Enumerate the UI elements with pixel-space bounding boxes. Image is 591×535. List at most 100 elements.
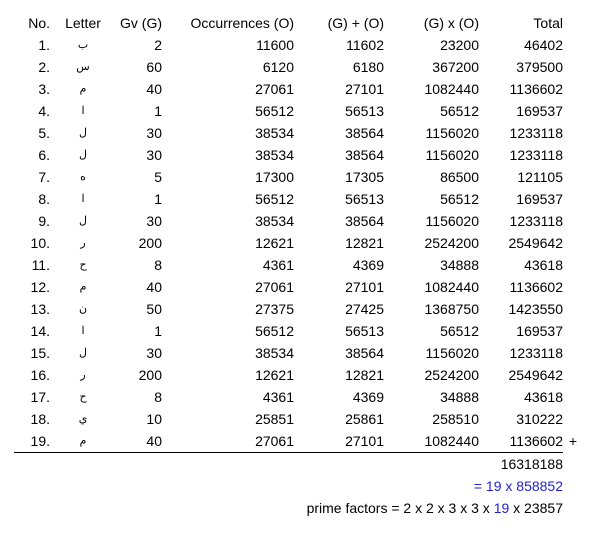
cell-occurrences: 12621 xyxy=(255,367,294,383)
cell-gv: 30 xyxy=(146,345,162,361)
header-letter: Letter xyxy=(65,15,101,31)
cell-sum: 38564 xyxy=(345,125,384,141)
cell-occurrences: 38534 xyxy=(255,147,294,163)
header-sum: (G) + (O) xyxy=(327,15,384,31)
letter-values-table: No. Letter Gv (G) Occurrences (O) (G) + … xyxy=(14,12,577,519)
table-row: 13. ن 50 27375 27425 1368750 1423550 xyxy=(14,298,563,320)
cell-product: 1156020 xyxy=(425,213,479,229)
cell-no: 2. xyxy=(38,59,50,75)
cell-letter: م xyxy=(79,435,87,447)
header-row: No. Letter Gv (G) Occurrences (O) (G) + … xyxy=(14,12,563,34)
cell-letter: ا xyxy=(81,193,85,205)
cell-gv: 200 xyxy=(138,235,162,251)
cell-total: 1136602 xyxy=(509,81,563,97)
cell-occurrences: 56512 xyxy=(255,191,294,207)
cell-total: 1136602 xyxy=(509,279,563,295)
cell-letter: ح xyxy=(79,391,87,403)
table-row: 14. ا 1 56512 56513 56512 169537 xyxy=(14,320,563,342)
cell-gv: 1 xyxy=(154,191,162,207)
cell-product: 1156020 xyxy=(425,345,479,361)
cell-total: 1233118 xyxy=(509,147,563,163)
cell-occurrences: 56512 xyxy=(255,323,294,339)
cell-sum: 38564 xyxy=(345,213,384,229)
cell-no: 11. xyxy=(31,257,50,273)
cell-total: 121105 xyxy=(517,169,563,185)
cell-no: 14. xyxy=(30,323,50,339)
cell-gv: 30 xyxy=(146,213,162,229)
division-row: = 19 x 858852 xyxy=(14,475,563,497)
division-result: = 19 x 858852 xyxy=(473,478,563,494)
cell-no: 1. xyxy=(38,37,50,53)
cell-no: 3. xyxy=(38,81,50,97)
cell-sum: 25861 xyxy=(345,411,384,427)
grand-total: 16318188 xyxy=(14,452,563,475)
cell-letter: ل xyxy=(79,215,87,227)
cell-occurrences: 4361 xyxy=(262,389,294,405)
cell-gv: 1 xyxy=(154,323,162,339)
cell-gv: 30 xyxy=(146,147,162,163)
cell-letter: ل xyxy=(79,149,87,161)
cell-no: 4. xyxy=(38,103,50,119)
cell-total: 1423550 xyxy=(508,301,563,317)
cell-gv: 10 xyxy=(146,411,162,427)
table-row: 17. ح 8 4361 4369 34888 43618 xyxy=(14,386,563,408)
cell-gv: 40 xyxy=(146,279,162,295)
cell-sum: 12821 xyxy=(345,367,384,383)
cell-product: 2524200 xyxy=(424,235,479,251)
cell-sum: 4369 xyxy=(352,389,384,405)
table-row: 1. ب 2 11600 11602 23200 46402 xyxy=(14,34,563,56)
cell-no: 17. xyxy=(30,389,50,405)
cell-sum: 12821 xyxy=(345,235,384,251)
cell-no: 8. xyxy=(38,191,50,207)
table-row: 19. م 40 27061 27101 1082440 1136602 + xyxy=(14,430,577,453)
prime-factors: prime factors = 2 x 2 x 3 x 3 x 19 x 238… xyxy=(14,497,563,519)
cell-sum: 38564 xyxy=(345,147,384,163)
cell-total: 1233118 xyxy=(509,213,563,229)
cell-product: 23200 xyxy=(440,37,479,53)
cell-no: 19. xyxy=(30,433,50,449)
cell-occurrences: 27061 xyxy=(255,279,294,295)
cell-sum: 56513 xyxy=(345,191,384,207)
table-row: 10. ر 200 12621 12821 2524200 2549642 xyxy=(14,232,563,254)
cell-total: 169537 xyxy=(516,103,563,119)
cell-product: 1156020 xyxy=(425,147,479,163)
table-body: 1. ب 2 11600 11602 23200 46402 2. س 60 6120 6180 367… xyxy=(14,34,577,453)
cell-sum: 17305 xyxy=(345,169,384,185)
cell-letter: م xyxy=(79,83,87,95)
cell-no: 7. xyxy=(38,169,50,185)
cell-occurrences: 11600 xyxy=(256,37,294,53)
cell-product: 258510 xyxy=(432,411,479,427)
cell-gv: 8 xyxy=(154,257,162,273)
cell-occurrences: 38534 xyxy=(255,345,294,361)
cell-total: 43618 xyxy=(524,389,563,405)
cell-product: 367200 xyxy=(432,59,479,75)
cell-letter: ه xyxy=(80,171,86,183)
table-row: 3. م 40 27061 27101 1082440 1136602 xyxy=(14,78,563,100)
cell-total: 1233118 xyxy=(509,125,563,141)
cell-occurrences: 17300 xyxy=(255,169,294,185)
header-gv: Gv (G) xyxy=(120,15,162,31)
cell-gv: 30 xyxy=(146,125,162,141)
cell-letter: م xyxy=(79,281,87,293)
table-row: 15. ل 30 38534 38564 1156020 1233118 xyxy=(14,342,563,364)
cell-product: 2524200 xyxy=(424,367,479,383)
cell-gv: 40 xyxy=(146,81,162,97)
cell-sum: 56513 xyxy=(345,103,384,119)
cell-occurrences: 38534 xyxy=(255,125,294,141)
cell-no: 5. xyxy=(38,125,50,141)
cell-gv: 200 xyxy=(138,367,162,383)
cell-sum: 38564 xyxy=(345,345,384,361)
cell-sum: 11602 xyxy=(346,37,384,53)
cell-product: 56512 xyxy=(440,323,479,339)
cell-letter: ا xyxy=(81,105,85,117)
cell-product: 1156020 xyxy=(425,125,479,141)
cell-product: 34888 xyxy=(440,257,479,273)
cell-letter: ح xyxy=(79,259,87,271)
cell-product: 56512 xyxy=(440,103,479,119)
cell-total: 46402 xyxy=(524,37,563,53)
cell-letter: ر xyxy=(80,369,86,381)
cell-no: 9. xyxy=(38,213,50,229)
cell-total: 1136602 + xyxy=(479,430,577,453)
cell-total: 379500 xyxy=(516,59,563,75)
cell-sum: 56513 xyxy=(345,323,384,339)
